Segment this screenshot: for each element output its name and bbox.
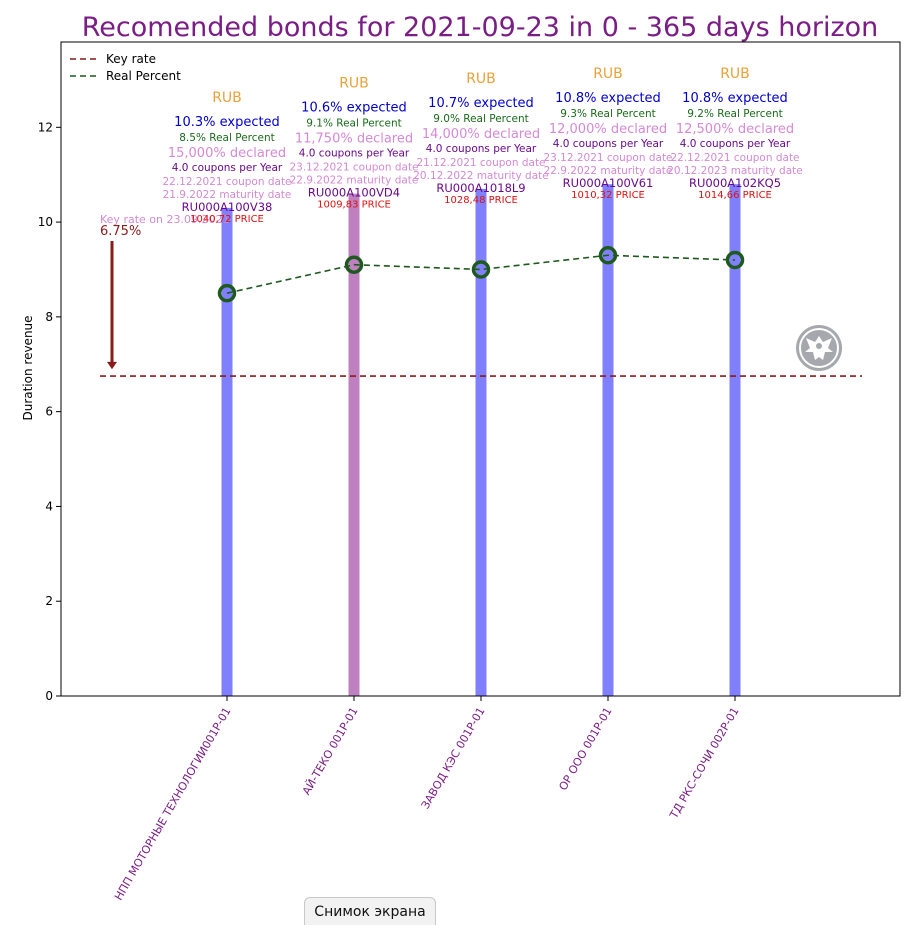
coupons-label: 4.0 coupons per Year [680, 138, 791, 150]
maturity-date-label: 22.9.2022 maturity date [290, 175, 419, 187]
x-tick-label: НПП МОТОРНЫЕ ТЕХНОЛОГИИ001Р-01 [112, 705, 234, 903]
y-tick-label: 0 [45, 689, 53, 703]
real-percent-marker-2 [344, 255, 364, 274]
real-percent-marker-1 [217, 283, 237, 303]
currency-label: RUB [466, 71, 496, 87]
isin-label: RU000A1018L9 [436, 181, 525, 195]
currency-label: RUB [720, 66, 750, 82]
key-rate-arrow-head [107, 361, 117, 370]
y-tick-label: 8 [45, 310, 53, 324]
annotation-1: RUB 10.3% expected 8.5% Real Percent 15,000… [162, 90, 291, 225]
isin-label: RU000A100V61 [563, 176, 654, 190]
key-rate-annotation-value: 6.75% [100, 224, 141, 239]
annotation-5: RUB 10.8% expected 9.2% Real Percent 12,500… [667, 66, 802, 201]
legend-real-percent-label: Real Percent [106, 69, 181, 83]
coupon-date-label: 22.12.2021 coupon date [670, 152, 799, 164]
coupons-label: 4.0 coupons per Year [553, 138, 664, 150]
isin-label: RU000A102KQ5 [689, 176, 781, 190]
real-percent-marker-3 [471, 260, 491, 279]
bar-5 [729, 184, 741, 696]
coupons-label: 4.0 coupons per Year [299, 148, 410, 160]
declared-label: 12,500% declared [676, 122, 794, 137]
chart-title: Recomended bonds for 2021-09-23 in 0 - 3… [82, 12, 879, 43]
bar-3 [475, 188, 487, 697]
real-percent-label: 9.0% Real Percent [433, 113, 529, 125]
x-tick-label: ТД РКС-СОЧИ 002Р-01 [667, 705, 742, 822]
maturity-date-label: 20.12.2022 maturity date [413, 170, 548, 182]
x-tick-label: АЙ-ТЕКО 001Р-01 [300, 705, 361, 797]
legend-key-rate-label: Key rate [106, 52, 156, 66]
maturity-date-label: 22.9.2022 maturity date [544, 165, 673, 177]
real-percent-marker-4 [598, 246, 618, 265]
expected-label: 10.7% expected [428, 96, 534, 111]
currency-label: RUB [593, 66, 623, 82]
bar-4 [602, 184, 614, 696]
legend: Key rate Real Percent [70, 52, 181, 83]
price-label: 1028,48 PRICE [444, 195, 518, 206]
bar-2 [348, 193, 360, 697]
screenshot-button[interactable]: Снимок экрана [304, 897, 436, 925]
x-tick-label: ОР ООО 001Р-01 [556, 705, 614, 793]
isin-label: RU000A100VD4 [308, 186, 400, 200]
real-percent-marker-5 [725, 250, 745, 270]
isin-label: RU000A100V38 [182, 200, 273, 214]
y-tick-label: 10 [38, 215, 53, 229]
annotation-3: RUB 10.7% expected 9.0% Real Percent 14,000… [413, 71, 548, 206]
expected-label: 10.8% expected [682, 91, 788, 106]
cbr-emblem-icon [796, 325, 842, 371]
price-label: 1014,66 PRICE [698, 190, 772, 201]
annotation-2: RUB 10.6% expected 9.1% Real Percent 11,750… [289, 76, 418, 211]
currency-label: RUB [212, 90, 242, 106]
expected-label: 10.3% expected [174, 115, 280, 130]
price-label: 1010,32 PRICE [571, 190, 645, 201]
annotation-4: RUB 10.8% expected 9.3% Real Percent 12,000… [543, 66, 672, 201]
price-label: 1009,83 PRICE [317, 200, 391, 211]
coupon-date-label: 23.12.2021 coupon date [289, 162, 418, 174]
expected-label: 10.6% expected [301, 101, 407, 116]
x-tick-label: ЗАВОД КЭС 001Р-01 [419, 705, 488, 811]
real-percent-label: 9.1% Real Percent [306, 118, 402, 130]
declared-label: 14,000% declared [422, 127, 540, 142]
coupon-date-label: 21.12.2021 coupon date [416, 157, 545, 169]
coupons-label: 4.0 coupons per Year [426, 143, 537, 155]
declared-label: 12,000% declared [549, 122, 667, 137]
declared-label: 11,750% declared [295, 132, 413, 147]
key-rate-annotation-label: Key rate on 23.09.2021 [100, 213, 229, 226]
bar-1 [221, 207, 233, 696]
coupons-label: 4.0 coupons per Year [172, 162, 283, 174]
maturity-date-label: 21.9.2022 maturity date [163, 189, 292, 201]
currency-label: RUB [339, 76, 369, 92]
declared-label: 15,000% declared [168, 146, 286, 161]
coupon-date-label: 22.12.2021 coupon date [162, 176, 291, 188]
real-percent-label: 9.2% Real Percent [687, 108, 783, 120]
y-tick-label: 2 [45, 594, 53, 608]
y-tick-label: 12 [38, 120, 53, 134]
price-label: 1040,72 PRICE [190, 214, 264, 225]
y-tick-label: 4 [45, 499, 53, 513]
expected-label: 10.8% expected [555, 91, 661, 106]
coupon-date-label: 23.12.2021 coupon date [543, 152, 672, 164]
y-axis-label: Duration revenue [21, 315, 35, 420]
real-percent-label: 8.5% Real Percent [179, 132, 275, 144]
real-percent-label: 9.3% Real Percent [560, 108, 656, 120]
y-tick-label: 6 [45, 405, 53, 419]
maturity-date-label: 20.12.2023 maturity date [667, 165, 802, 177]
